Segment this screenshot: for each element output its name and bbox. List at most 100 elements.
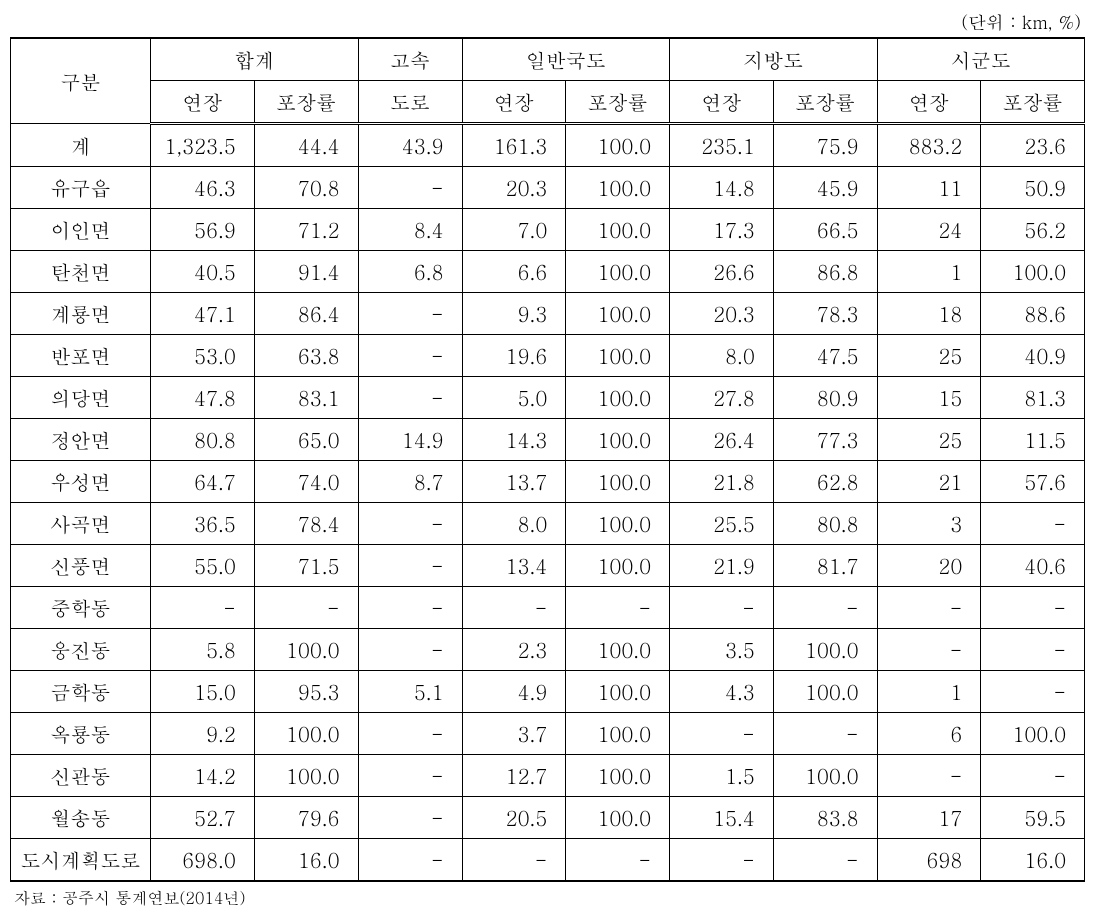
table-row: 정안면80.865.014.914.3100.026.477.32511.5 [11,419,1085,461]
cell-total_rate: 63.8 [254,335,358,377]
cell-total_len: 56.9 [151,209,255,251]
cell-total_len: 40.5 [151,251,255,293]
cell-highway: - [358,797,462,839]
cell-nat_rate: 100.0 [566,293,670,335]
cell-cty_rate: - [981,671,1085,713]
cell-label: 계 [11,124,151,167]
cell-prov_len: - [670,839,774,882]
cell-nat_len: - [462,839,566,882]
cell-prov_len: 4.3 [670,671,774,713]
cell-nat_len: 20.5 [462,797,566,839]
cell-total_rate: 100.0 [254,629,358,671]
cell-cty_rate: 16.0 [981,839,1085,882]
cell-nat_len: 6.6 [462,251,566,293]
cell-prov_rate: 62.8 [773,461,877,503]
cell-nat_rate: 100.0 [566,209,670,251]
cell-cty_rate: 56.2 [981,209,1085,251]
cell-nat_rate: 100.0 [566,167,670,209]
cell-label: 유구읍 [11,167,151,209]
cell-cty_rate: 57.6 [981,461,1085,503]
cell-total_len: 9.2 [151,713,255,755]
cell-highway: - [358,503,462,545]
cell-total_len: 36.5 [151,503,255,545]
cell-prov_rate: 83.8 [773,797,877,839]
cell-cty_rate: 100.0 [981,251,1085,293]
cell-cty_rate: - [981,629,1085,671]
cell-prov_len: 21.8 [670,461,774,503]
cell-cty_len: - [877,587,981,629]
cell-nat_rate: 100.0 [566,545,670,587]
cell-cty_rate: 81.3 [981,377,1085,419]
cell-prov_rate: 80.9 [773,377,877,419]
cell-highway: 6.8 [358,251,462,293]
cell-label: 사곡면 [11,503,151,545]
header-cty-len: 연장 [877,81,981,124]
cell-total_rate: 70.8 [254,167,358,209]
cell-nat_len: 19.6 [462,335,566,377]
table-row: 신풍면55.071.5-13.4100.021.981.72040.6 [11,545,1085,587]
cell-nat_rate: 100.0 [566,713,670,755]
cell-total_rate: 44.4 [254,124,358,167]
cell-highway: - [358,167,462,209]
cell-label: 정안면 [11,419,151,461]
cell-label: 반포면 [11,335,151,377]
cell-prov_rate: - [773,839,877,882]
cell-label: 의당면 [11,377,151,419]
cell-highway: 43.9 [358,124,462,167]
cell-cty_len: 18 [877,293,981,335]
cell-cty_len: 1 [877,251,981,293]
cell-nat_rate: 100.0 [566,503,670,545]
table-container: (단위 : km, %) 구분 합계 고속 일반국도 지방도 시군도 연장 포장… [10,10,1085,909]
header-provincial: 지방도 [670,38,878,81]
cell-total_rate: 95.3 [254,671,358,713]
cell-nat_rate: 100.0 [566,377,670,419]
table-row: 옥룡동9.2100.0-3.7100.0--6100.0 [11,713,1085,755]
cell-prov_rate: 86.8 [773,251,877,293]
cell-label: 도시계획도로 [11,839,151,882]
cell-prov_rate: 100.0 [773,629,877,671]
cell-cty_rate: 100.0 [981,713,1085,755]
table-row: 우성면64.774.08.713.7100.021.862.82157.6 [11,461,1085,503]
cell-total_len: 698.0 [151,839,255,882]
cell-cty_len: 25 [877,419,981,461]
cell-label: 우성면 [11,461,151,503]
cell-nat_len: 2.3 [462,629,566,671]
cell-nat_len: 4.9 [462,671,566,713]
cell-prov_len: 3.5 [670,629,774,671]
cell-cty_len: 883.2 [877,124,981,167]
cell-total_len: 46.3 [151,167,255,209]
cell-total_rate: - [254,587,358,629]
cell-prov_rate: - [773,713,877,755]
cell-nat_len: 9.3 [462,293,566,335]
cell-nat_rate: 100.0 [566,797,670,839]
header-prov-len: 연장 [670,81,774,124]
cell-cty_rate: 59.5 [981,797,1085,839]
cell-nat_len: 13.7 [462,461,566,503]
cell-highway: 14.9 [358,419,462,461]
table-row: 반포면53.063.8-19.6100.08.047.52540.9 [11,335,1085,377]
cell-highway: - [358,545,462,587]
table-row: 계1,323.544.443.9161.3100.0235.175.9883.2… [11,124,1085,167]
cell-highway: 8.7 [358,461,462,503]
cell-total_len: 1,323.5 [151,124,255,167]
table-body: 계1,323.544.443.9161.3100.0235.175.9883.2… [11,124,1085,882]
cell-cty_len: 17 [877,797,981,839]
cell-total_len: 53.0 [151,335,255,377]
header-highway2: 도로 [358,81,462,124]
cell-cty_len: 21 [877,461,981,503]
cell-highway: 8.4 [358,209,462,251]
cell-nat_len: 12.7 [462,755,566,797]
cell-nat_rate: 100.0 [566,251,670,293]
cell-prov_rate: 75.9 [773,124,877,167]
table-row: 중학동--------- [11,587,1085,629]
cell-label: 탄천면 [11,251,151,293]
cell-cty_rate: 88.6 [981,293,1085,335]
cell-cty_len: 25 [877,335,981,377]
cell-prov_rate: 45.9 [773,167,877,209]
cell-highway: - [358,839,462,882]
header-national: 일반국도 [462,38,670,81]
cell-prov_len: 8.0 [670,335,774,377]
cell-highway: - [358,377,462,419]
header-nat-rate: 포장률 [566,81,670,124]
cell-prov_rate: 80.8 [773,503,877,545]
